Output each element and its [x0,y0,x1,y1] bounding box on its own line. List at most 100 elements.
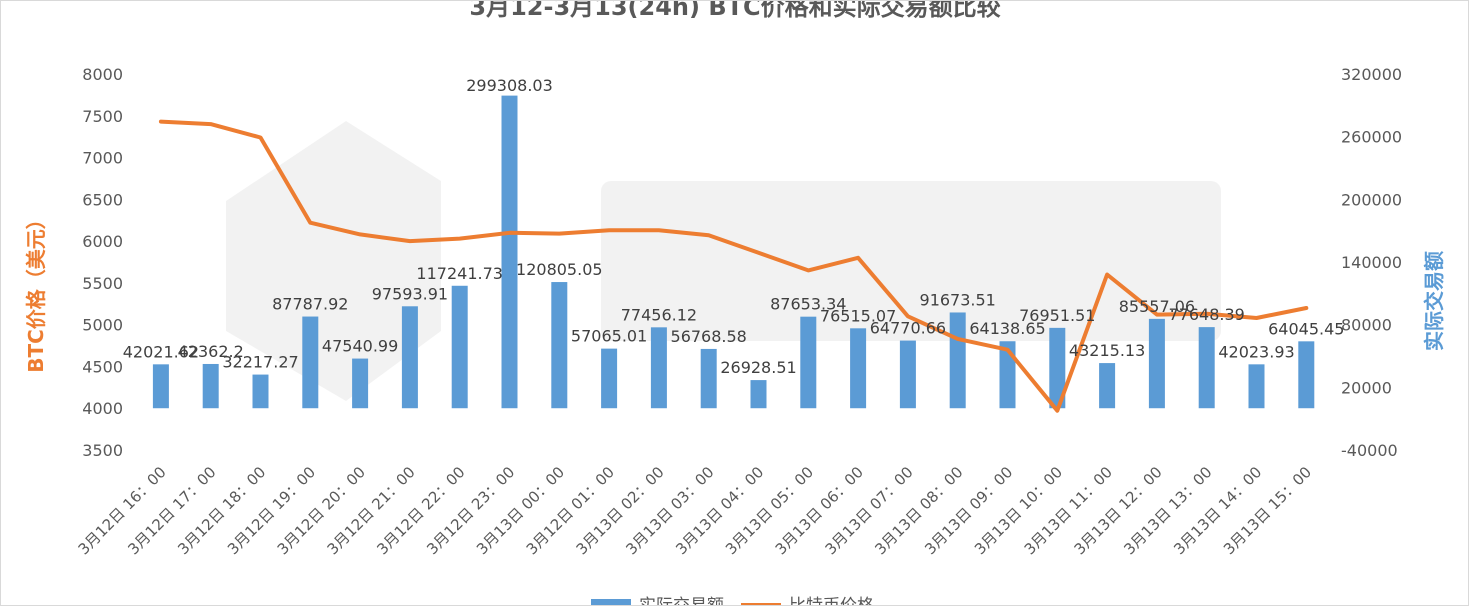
bar-data-label: 97593.91 [372,284,448,303]
legend-line-label: 比特币价格 [789,596,874,605]
data-bar [949,312,966,409]
data-bar [302,316,319,409]
left-tick-label: 7500 [82,107,123,126]
x-tick-label: 3月13日 00：00 [473,463,568,558]
x-tick-label: 3月13日 11：00 [1021,463,1116,558]
right-tick-label: -40000 [1341,441,1398,460]
data-bar [1248,364,1265,409]
left-tick-label: 4000 [82,399,123,418]
bar-data-label: 56768.58 [671,327,747,346]
x-tick-label: 3月13日 10：00 [971,463,1066,558]
bar-data-label: 57065.01 [571,327,647,346]
left-axis-title: BTC价格（美元） [24,209,48,373]
data-bar [750,380,767,409]
data-bar [1148,318,1165,409]
bar-data-label: 42362.2 [178,342,244,361]
data-bar [850,328,867,409]
x-tick-label: 3月13日 14：00 [1170,463,1265,558]
data-bar [252,374,269,409]
bar-data-label: 47540.99 [322,337,398,356]
bar-data-label: 77456.12 [621,305,697,324]
legend-bar-label: 实际交易额 [639,596,724,605]
x-tick-label: 3月13日 13：00 [1120,463,1215,558]
bar-data-label: 299308.03 [466,76,553,95]
bar-data-label: 64770.66 [870,319,946,338]
right-tick-label: 320000 [1341,65,1402,84]
left-tick-label: 3500 [82,441,123,460]
data-bar [401,306,418,409]
x-tick-label: 3月13日 06：00 [772,463,867,558]
data-bar [650,327,667,409]
right-tick-label: 80000 [1341,316,1392,335]
bar-data-label: 87653.34 [770,295,846,314]
bar-data-label: 85557.06 [1119,297,1195,316]
x-tick-label: 3月12日 01：00 [523,463,618,558]
bar-data-label: 76951.51 [1019,306,1095,325]
data-bar [551,282,568,409]
left-tick-label: 6500 [82,190,123,209]
x-tick-label: 3月12日 16：00 [75,463,170,558]
left-tick-label: 5500 [82,274,123,293]
bar-data-label: 64138.65 [969,319,1045,338]
x-tick-label: 3月12日 18：00 [174,463,269,558]
data-bar [700,348,717,409]
left-tick-label: 5000 [82,316,123,335]
left-tick-label: 4500 [82,357,123,376]
price-line [158,119,1309,413]
bar-data-label: 120805.05 [516,260,603,279]
data-bar [800,316,817,409]
watermark-logo [226,121,1221,401]
bar-data-label: 32217.27 [222,353,298,372]
bar-data-label: 91673.51 [920,290,996,309]
left-axis-ticks: 3500 4000 4500 5000 5500 6000 6500 7000 7500 8000 [82,65,123,460]
x-tick-label: 3月12日 23：00 [423,463,518,558]
x-tick-label: 3月13日 05：00 [722,463,817,558]
legend-bar-swatch [591,599,631,609]
bar-data-label: 77648.39 [1169,305,1245,324]
data-bar [1198,327,1215,409]
x-tick-label: 3月13日 12：00 [1071,463,1166,558]
legend: 实际交易额 比特币价格 [591,596,874,609]
data-bar [152,364,169,409]
right-tick-label: 200000 [1341,190,1402,209]
x-tick-label: 3月12日 22：00 [373,463,468,558]
data-bar [1049,327,1066,409]
right-tick-label: 20000 [1341,378,1392,397]
bar-data-label: 64045.45 [1268,319,1344,338]
data-bar [501,95,518,409]
x-tick-label: 3月12日 20：00 [274,463,369,558]
bar-data-label: 42021.62 [123,342,199,361]
data-bar [451,285,468,409]
x-tick-label: 3月13日 08：00 [871,463,966,558]
data-bar [202,363,219,409]
x-tick-label: 3月13日 02：00 [573,463,668,558]
x-tick-label: 3月12日 19：00 [224,463,319,558]
data-bar [1099,363,1116,409]
bar-data-label: 117241.73 [416,264,503,283]
data-bar [899,340,916,409]
x-tick-label: 3月13日 03：00 [622,463,717,558]
bar-data-label: 76515.07 [820,306,896,325]
left-tick-label: 8000 [82,65,123,84]
right-axis-ticks: -40000 20000 80000 140000 200000 260000 320000 [1341,65,1402,460]
bar-data-label: 26928.51 [720,358,796,377]
left-tick-label: 6000 [82,232,123,251]
left-tick-label: 7000 [82,149,123,168]
right-tick-label: 140000 [1341,253,1402,272]
bar-data-label: 42023.93 [1218,342,1294,361]
x-tick-label: 3月13日 04：00 [672,463,767,558]
x-tick-label: 3月13日 09：00 [921,463,1016,558]
bar-data-label: 43215.13 [1069,341,1145,360]
right-axis-title: 实际交易额 [1422,251,1446,351]
bar-data-label: 87787.92 [272,295,348,314]
data-bar [601,348,618,409]
data-bar [1298,341,1315,409]
right-tick-label: 260000 [1341,128,1402,147]
data-bar [999,341,1016,409]
x-tick-label: 3月13日 15：00 [1220,463,1315,558]
x-tick-label: 3月12日 17：00 [124,463,219,558]
